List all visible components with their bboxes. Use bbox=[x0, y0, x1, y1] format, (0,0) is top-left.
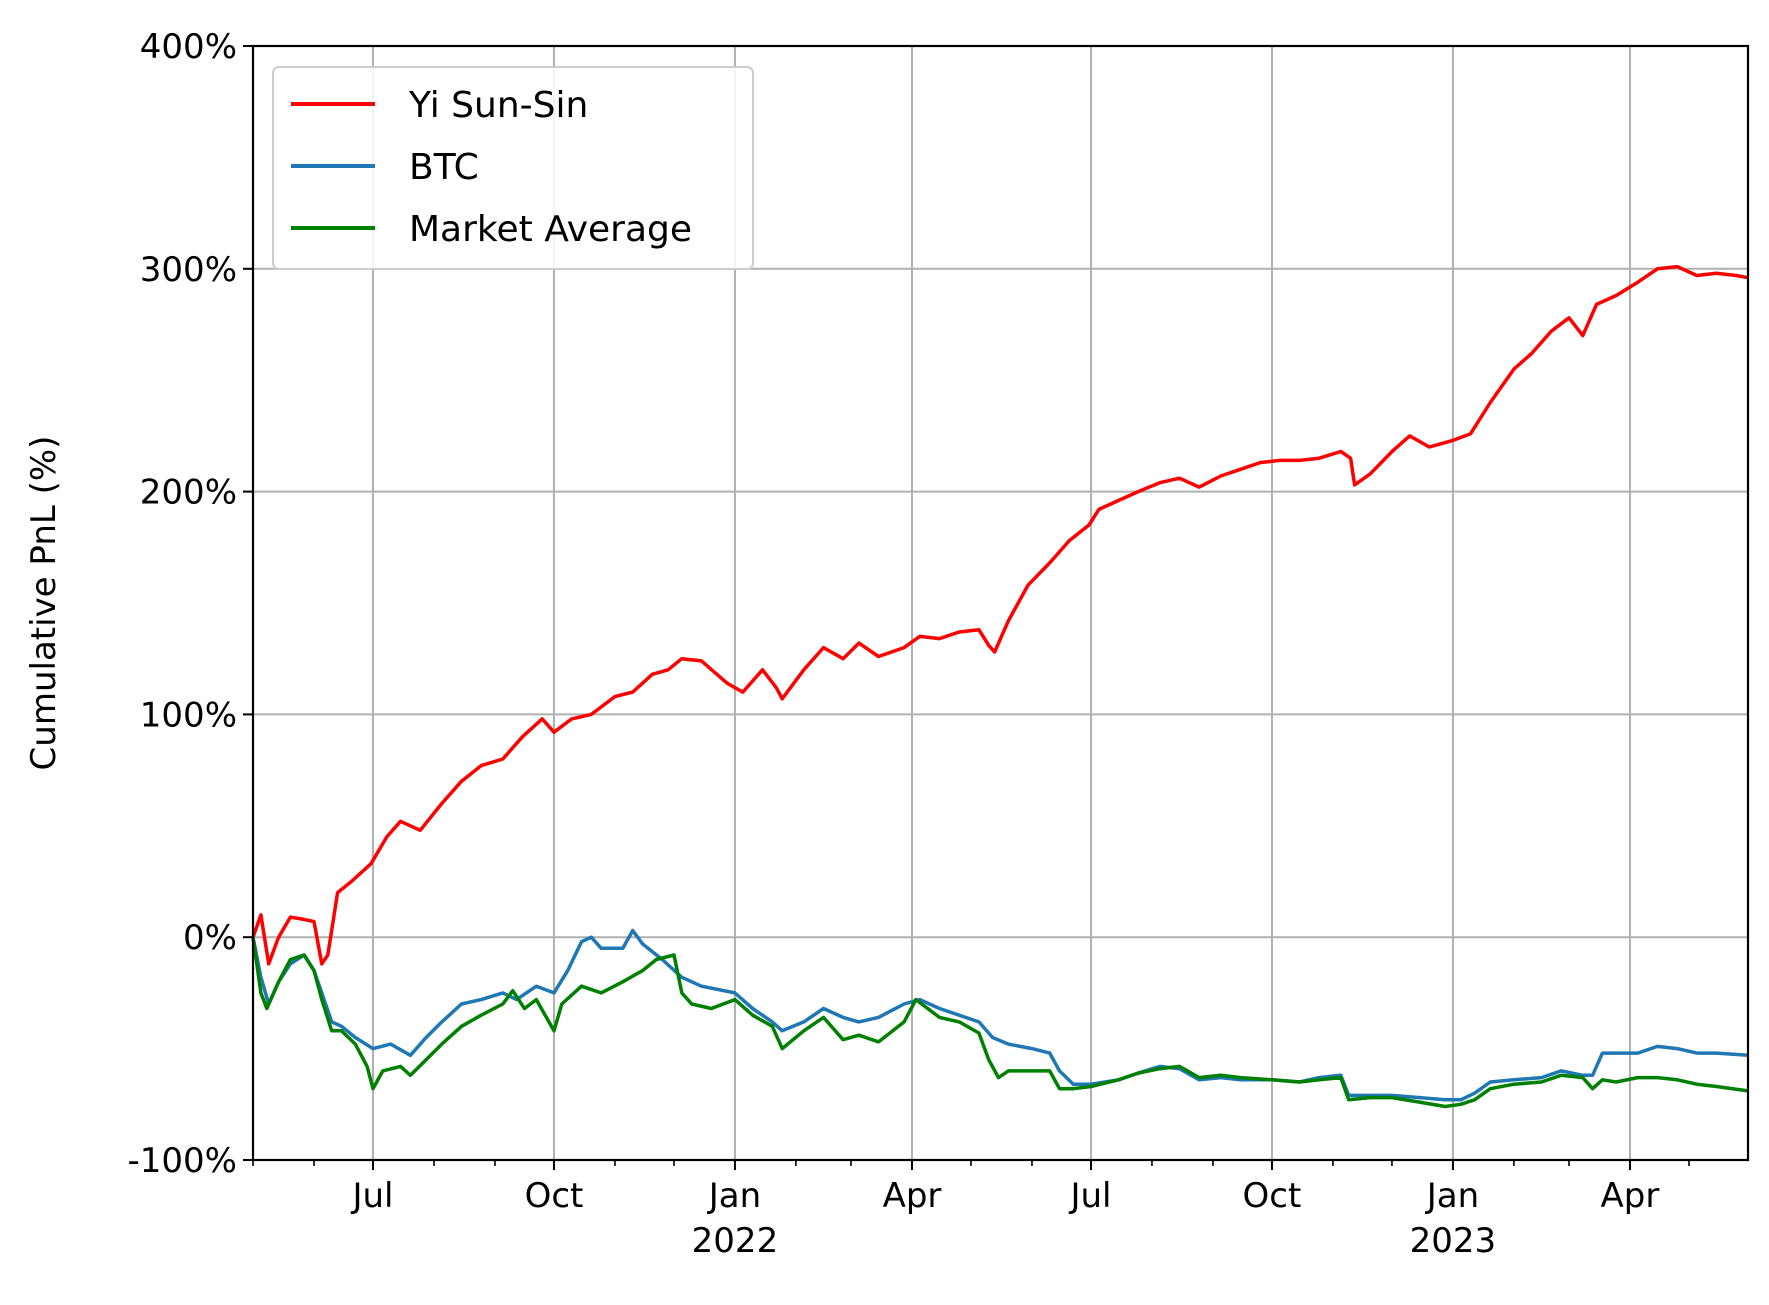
x-tick-label: Oct bbox=[1243, 1176, 1302, 1216]
legend: Yi Sun-Sin BTC Market Average bbox=[272, 66, 754, 270]
axis-ticks: -100% 0% 100% 200% 300% 400% Jul Oct Jan 2022 Apr J… bbox=[128, 27, 1690, 1261]
series-line-1 bbox=[251, 928, 1749, 1102]
x-tick-year-label: 2023 bbox=[1410, 1221, 1497, 1261]
y-tick-label: 0% bbox=[183, 918, 237, 958]
x-tick-year-label: 2022 bbox=[692, 1221, 779, 1261]
series-lines bbox=[251, 264, 1749, 1109]
legend-label: Market Average bbox=[409, 209, 692, 250]
legend-box bbox=[272, 66, 754, 270]
legend-label: BTC bbox=[409, 147, 479, 188]
x-tick-label: Jan bbox=[707, 1176, 761, 1216]
y-tick-label: 300% bbox=[140, 250, 237, 290]
series-line-0 bbox=[251, 264, 1749, 966]
x-tick-label: Jul bbox=[1068, 1176, 1111, 1216]
x-tick-label: Jan bbox=[1425, 1176, 1479, 1216]
y-tick-label: 200% bbox=[140, 473, 237, 513]
y-axis-title: Cumulative PnL (%) bbox=[24, 436, 64, 771]
x-tick-label: Apr bbox=[883, 1176, 942, 1216]
x-tick-label: Jul bbox=[350, 1176, 393, 1216]
y-tick-label: 400% bbox=[140, 27, 237, 67]
plot-frame bbox=[251, 44, 1750, 1162]
y-tick-label: 100% bbox=[140, 695, 237, 735]
series-line-2 bbox=[251, 936, 1749, 1109]
legend-label: Yi Sun-Sin bbox=[408, 85, 588, 126]
x-tick-label: Apr bbox=[1601, 1176, 1660, 1216]
y-tick-label: -100% bbox=[128, 1141, 237, 1181]
x-tick-label: Oct bbox=[525, 1176, 584, 1216]
